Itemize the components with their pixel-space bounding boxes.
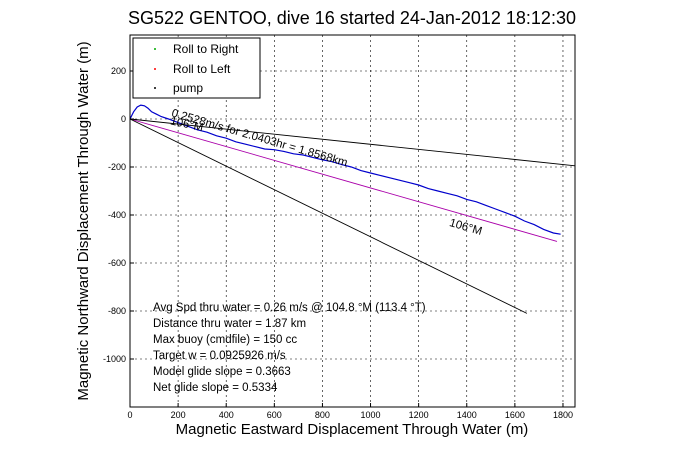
x-tick-label: 1200 [409,410,429,420]
data-series [129,104,576,314]
x-axis-label: Magnetic Eastward Displacement Through W… [176,421,529,438]
legend-label-roll-left: Roll to Left [173,62,231,76]
legend-marker-pump [154,87,156,89]
legend-marker-roll-left [154,68,156,70]
y-tick-label: -400 [108,210,126,220]
y-axis: -1000 -800 -600 -400 -200 0 200 [103,66,134,364]
series-avg-track [129,118,558,242]
x-tick-label: 1600 [505,410,525,420]
series-current-106 [129,118,576,167]
series-track [129,104,561,235]
y-axis-label: Magnetic Northward Displacement Through … [75,41,92,400]
stats-line: Avg Spd thru water = 0.26 m/s @ 104.8 °M… [153,302,426,314]
y-tick-label: -800 [108,306,126,316]
x-tick-label: 1000 [361,410,381,420]
x-tick-label: 0 [127,410,132,420]
y-tick-label: -1000 [103,354,126,364]
series-heading-106 [129,118,528,314]
y-tick-label: -600 [108,258,126,268]
legend-marker-roll-right [154,48,156,50]
x-tick-label: 400 [219,410,234,420]
y-tick-label: 200 [111,66,126,76]
stats-line: Max buoy (cmdfile) = 150 cc [153,334,297,346]
x-tick-label: 600 [267,410,282,420]
legend-label-roll-right: Roll to Right [173,42,239,56]
stats-box: Avg Spd thru water = 0.26 m/s @ 104.8 °M… [153,302,426,394]
stats-line: Net glide slope = 0.5334 [153,382,278,394]
plot-frame [129,34,576,408]
x-tick-label: 1800 [553,410,573,420]
legend-label-pump: pump [173,81,203,95]
stats-line: Distance thru water = 1.87 km [153,318,306,330]
chart-title: SG522 GENTOO, dive 16 started 24-Jan-201… [128,8,576,28]
x-tick-label: 200 [171,410,186,420]
y-tick-label: 0 [121,114,126,124]
x-tick-label: 800 [315,410,330,420]
legend: Roll to Right Roll to Left pump [132,37,261,99]
x-axis: 0 200 400 600 800 1000 1200 1400 1600 1800 [127,403,573,420]
x-tick-label: 1400 [457,410,477,420]
stats-line: Target w = 0.0925926 m/s [153,350,286,362]
stats-line: Model glide slope = 0.3663 [153,366,291,378]
y-tick-label: -200 [108,162,126,172]
